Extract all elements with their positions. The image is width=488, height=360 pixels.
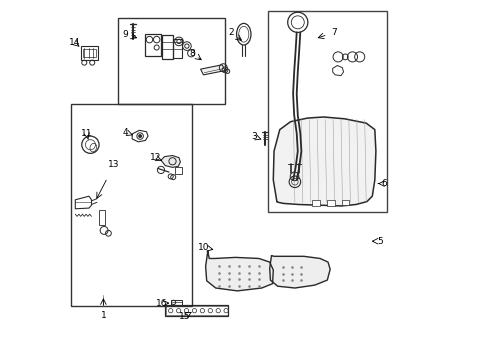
Bar bbox=[326, 200, 335, 206]
Text: 16: 16 bbox=[156, 299, 167, 307]
Text: 4: 4 bbox=[122, 128, 128, 137]
Bar bbox=[175, 167, 182, 174]
Text: 1: 1 bbox=[101, 310, 106, 320]
Bar bbox=[342, 200, 348, 205]
Text: 5: 5 bbox=[377, 237, 383, 246]
Polygon shape bbox=[161, 156, 180, 167]
Bar bbox=[165, 305, 228, 316]
Text: 9: 9 bbox=[122, 30, 127, 39]
Bar bbox=[267, 11, 386, 212]
Text: 12: 12 bbox=[149, 153, 161, 162]
Text: 10: 10 bbox=[198, 243, 209, 252]
Bar bbox=[145, 34, 160, 56]
Bar bbox=[173, 39, 182, 58]
Bar bbox=[81, 46, 98, 60]
Polygon shape bbox=[273, 117, 375, 206]
Bar bbox=[71, 104, 192, 306]
Circle shape bbox=[139, 135, 141, 138]
Text: 6: 6 bbox=[381, 179, 386, 188]
Text: 11: 11 bbox=[81, 129, 92, 138]
Polygon shape bbox=[269, 256, 329, 288]
Bar bbox=[82, 49, 96, 57]
Bar bbox=[166, 306, 227, 315]
Bar bbox=[118, 18, 224, 104]
Bar bbox=[99, 210, 105, 225]
Bar bbox=[311, 200, 320, 206]
Text: 2: 2 bbox=[227, 28, 233, 37]
Polygon shape bbox=[205, 251, 273, 291]
Bar bbox=[171, 300, 182, 305]
Text: 15: 15 bbox=[179, 311, 190, 320]
Text: 13: 13 bbox=[108, 161, 120, 169]
Text: 3: 3 bbox=[251, 132, 257, 141]
Text: 14: 14 bbox=[69, 38, 80, 47]
Bar bbox=[162, 35, 173, 59]
Text: 8: 8 bbox=[189, 49, 195, 58]
Polygon shape bbox=[200, 65, 224, 75]
Text: 7: 7 bbox=[331, 28, 337, 37]
